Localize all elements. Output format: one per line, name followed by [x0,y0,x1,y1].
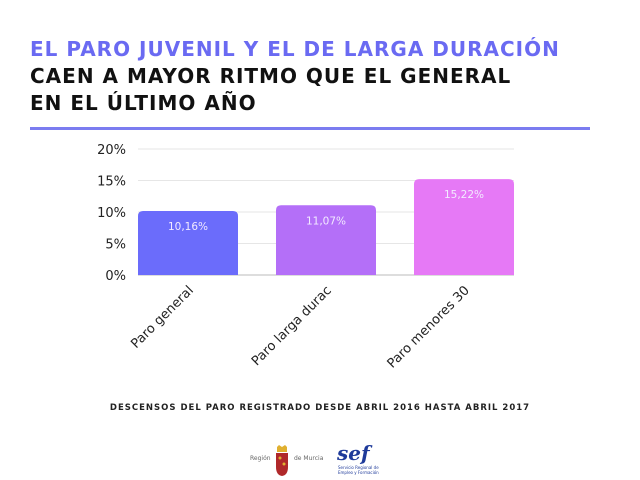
bar-data-label: 10,16% [168,221,208,233]
logos: Región de Murcia sef Servicio Regional d… [0,441,640,480]
murcia-coat-of-arms-icon [276,445,288,476]
sef-caption-1: Servicio Regional de [338,465,379,470]
title-line-1: EL PARO JUVENIL Y EL DE LARGA DURACIÓN [30,37,560,61]
y-tick-label: 20% [97,143,126,158]
bar [414,179,514,275]
y-tick-label: 5% [105,238,126,253]
x-tick-label: Paro menores 30 [385,283,473,371]
x-tick-label: Paro larga durac [249,283,335,369]
chart-caption: DESCENSOS DEL PARO REGISTRADO DESDE ABRI… [109,403,531,413]
murcia-logo-text-right: de Murcia [294,455,324,462]
y-tick-label: 0% [105,269,126,284]
sef-logo: sef [337,441,370,465]
y-tick-label: 10% [97,206,126,221]
bar [276,205,376,275]
sef-caption-2: Empleo y Formación [338,470,379,475]
bar-chart: 0% 5% 10% 15% 20% 10,16% Paro general 11,07% Par… [97,143,514,371]
bar [138,210,238,275]
x-tick-label: Paro general [128,283,196,351]
murcia-logo-text-left: Región [250,455,271,462]
title-line-2: CAEN A MAYOR RITMO QUE EL GENERAL [30,64,512,88]
y-tick-label: 15% [97,175,126,190]
bar-data-label: 15,22% [444,189,484,201]
title-line-3: EN EL ÚLTIMO AÑO [30,91,257,115]
bar-data-label: 11,07% [306,215,346,227]
title-divider [30,127,590,130]
